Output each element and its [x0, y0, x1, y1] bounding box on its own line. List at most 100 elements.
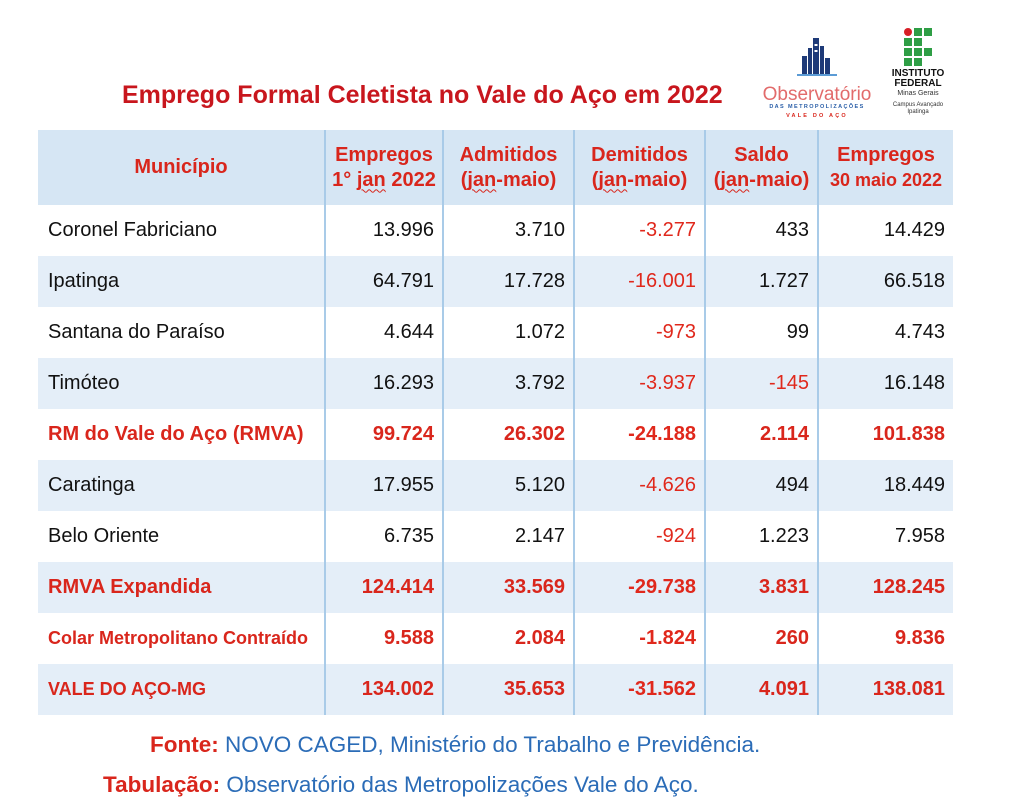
- cell-saldo: 99: [704, 307, 818, 358]
- header-label: Saldo: [734, 143, 789, 166]
- header-label: Admitidos: [459, 143, 558, 166]
- cell-demitidos: -4.626: [573, 460, 705, 511]
- header-admitidos: Admitidos (jan-maio): [442, 130, 574, 205]
- cell-admitidos: 3.710: [442, 205, 574, 256]
- table-row-total: RM do Vale do Aço (RMVA) 99.724 26.302 -…: [38, 409, 953, 460]
- cell-empregos-jan: 124.414: [324, 562, 443, 613]
- table-row-total: Colar Metropolitano Contraído 9.588 2.08…: [38, 613, 953, 664]
- region-name: Colar Metropolitano Contraído: [38, 613, 325, 664]
- cell-empregos-jan: 13.996: [324, 205, 443, 256]
- table-row-total: VALE DO AÇO-MG 134.002 35.653 -31.562 4.…: [38, 664, 953, 715]
- header-label: Município: [134, 156, 228, 178]
- header-municipio: Município: [38, 130, 325, 205]
- table-row: Coronel Fabriciano 13.996 3.710 -3.277 4…: [38, 205, 953, 256]
- cell-empregos-jan: 17.955: [324, 460, 443, 511]
- table-row: Santana do Paraíso 4.644 1.072 -973 99 4…: [38, 307, 953, 358]
- page-title: Emprego Formal Celetista no Vale do Aço …: [122, 81, 723, 109]
- cell-empregos-maio: 7.958: [817, 511, 953, 562]
- cell-empregos-jan: 4.644: [324, 307, 443, 358]
- cell-saldo: -145: [704, 358, 818, 409]
- municipality-name: Caratinga: [38, 460, 325, 511]
- municipality-name: Ipatinga: [38, 256, 325, 307]
- table-row: Caratinga 17.955 5.120 -4.626 494 18.449: [38, 460, 953, 511]
- cell-admitidos: 2.147: [442, 511, 574, 562]
- tabulation-text: Observatório das Metropolizações Vale do…: [226, 772, 699, 797]
- table-row: Timóteo 16.293 3.792 -3.937 -145 16.148: [38, 358, 953, 409]
- cell-empregos-jan: 64.791: [324, 256, 443, 307]
- observatorio-logo-name: Observatório: [762, 84, 872, 105]
- if-logo-square: [904, 58, 912, 66]
- cell-saldo: 1.223: [704, 511, 818, 562]
- observatorio-logo-tagline: VALE DO AÇO: [786, 113, 848, 119]
- cell-saldo: 1.727: [704, 256, 818, 307]
- if-logo-square: [924, 48, 932, 56]
- cell-empregos-maio: 138.081: [817, 664, 953, 715]
- cell-demitidos: -24.188: [573, 409, 705, 460]
- cell-admitidos: 3.792: [442, 358, 574, 409]
- cell-demitidos: -973: [573, 307, 705, 358]
- cell-saldo: 2.114: [704, 409, 818, 460]
- source-line: Fonte: NOVO CAGED, Ministério do Trabalh…: [150, 731, 760, 759]
- if-grid-icon: [904, 28, 932, 66]
- region-name: VALE DO AÇO-MG: [38, 664, 325, 715]
- cell-admitidos: 17.728: [442, 256, 574, 307]
- instituto-federal-logo: INSTITUTO FEDERAL Minas Gerais Campus Av…: [878, 28, 958, 116]
- cell-empregos-maio: 14.429: [817, 205, 953, 256]
- if-logo-circle: [904, 28, 912, 36]
- cell-demitidos: -924: [573, 511, 705, 562]
- observatorio-logo: Observatório DAS METROPOLIZAÇÕES VALE DO…: [755, 34, 879, 126]
- cell-admitidos: 5.120: [442, 460, 574, 511]
- header-sublabel-part: -maio): [496, 168, 557, 191]
- cell-empregos-jan: 9.588: [324, 613, 443, 664]
- header-sublabel: 1° jan 2022: [326, 168, 442, 193]
- employment-table: Município Empregos 1° jan 2022 Admitidos(…: [38, 130, 953, 715]
- municipality-name: Timóteo: [38, 358, 325, 409]
- if-logo-text: Ipatinga: [907, 109, 929, 115]
- cell-empregos-maio: 66.518: [817, 256, 953, 307]
- cell-demitidos: -3.937: [573, 358, 705, 409]
- if-logo-square: [904, 48, 912, 56]
- cell-empregos-jan: 6.735: [324, 511, 443, 562]
- cell-demitidos: -29.738: [573, 562, 705, 613]
- header-empregos-maio: Empregos 30 maio 2022: [817, 130, 953, 205]
- observatorio-logo-tagline: DAS METROPOLIZAÇÕES: [769, 104, 865, 110]
- cell-demitidos: -3.277: [573, 205, 705, 256]
- header-sublabel: (jan-maio): [706, 168, 817, 193]
- if-logo-square: [924, 28, 932, 36]
- cell-admitidos: 26.302: [442, 409, 574, 460]
- header-sublabel-part: jan: [356, 168, 386, 191]
- header-row: Município Empregos 1° jan 2022 Admitidos(…: [38, 130, 953, 205]
- header-sublabel-part: -maio): [749, 168, 810, 191]
- cell-admitidos: 1.072: [442, 307, 574, 358]
- cell-empregos-jan: 134.002: [324, 664, 443, 715]
- buildings-icon: [797, 38, 837, 76]
- cell-saldo: 3.831: [704, 562, 818, 613]
- cell-admitidos: 35.653: [442, 664, 574, 715]
- tabulation-line: Tabulação: Observatório das Metropolizaç…: [103, 771, 699, 799]
- table-row-total: RMVA Expandida 124.414 33.569 -29.738 3.…: [38, 562, 953, 613]
- if-logo-text: Campus Avançado: [892, 102, 944, 108]
- cell-empregos-maio: 9.836: [817, 613, 953, 664]
- cell-admitidos: 33.569: [442, 562, 574, 613]
- header-sublabel: (jan-maio): [444, 168, 573, 193]
- cell-empregos-maio: 101.838: [817, 409, 953, 460]
- header-sublabel-part: (: [591, 168, 599, 191]
- table-row: Ipatinga 64.791 17.728 -16.001 1.727 66.…: [38, 256, 953, 307]
- municipality-name: Coronel Fabriciano: [38, 205, 325, 256]
- tabulation-label: Tabulação:: [103, 772, 221, 797]
- header-label: Demitidos: [591, 143, 688, 166]
- cell-empregos-maio: 4.743: [817, 307, 953, 358]
- header-empregos-jan: Empregos 1° jan 2022: [324, 130, 443, 205]
- cell-saldo: 4.091: [704, 664, 818, 715]
- header-label: Empregos: [335, 143, 433, 166]
- cell-saldo: 260: [704, 613, 818, 664]
- if-logo-square: [914, 38, 922, 46]
- source-text: NOVO CAGED, Ministério do Trabalho e Pre…: [225, 732, 761, 757]
- cell-empregos-maio: 128.245: [817, 562, 953, 613]
- if-logo-square: [904, 38, 912, 46]
- table-row: Belo Oriente 6.735 2.147 -924 1.223 7.95…: [38, 511, 953, 562]
- header-sublabel: (jan-maio): [575, 168, 704, 193]
- header-sublabel-part: (: [460, 168, 468, 191]
- if-logo-square: [914, 48, 922, 56]
- cell-admitidos: 2.084: [442, 613, 574, 664]
